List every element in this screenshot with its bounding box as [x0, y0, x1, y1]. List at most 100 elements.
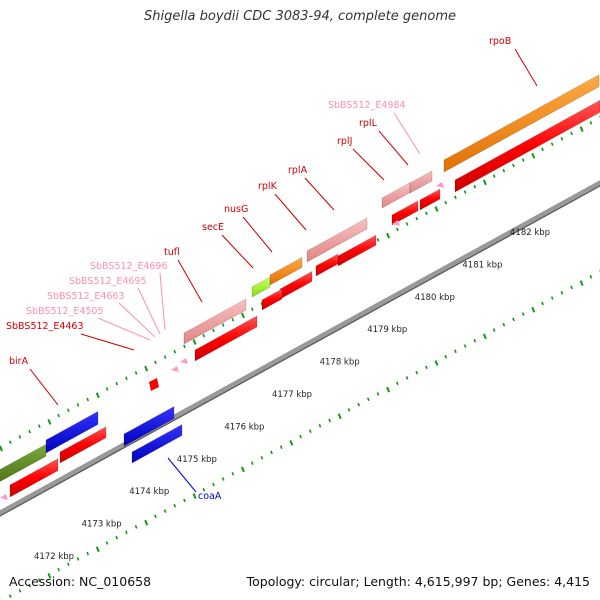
gene-label-leader: [159, 272, 166, 331]
tick-mark: [105, 387, 109, 391]
gene-rplL-bar-top: [410, 167, 438, 183]
tick-mark: [357, 402, 361, 407]
tick-mark: [299, 434, 302, 439]
tick-mark: [192, 493, 197, 499]
tick-mark: [144, 519, 149, 526]
gene-rplJ-bar-top: [382, 179, 416, 198]
gene-rplJ-bar: [381, 182, 411, 209]
tick-mark: [154, 514, 157, 519]
tick-mark: [482, 333, 487, 340]
gene-label: SbBS512_E4463: [6, 321, 84, 332]
tick-mark: [95, 392, 100, 399]
tick-mark: [192, 339, 197, 345]
gene-label-leader: [514, 48, 538, 87]
gene-lower-bar-top: [338, 232, 382, 256]
tick-mark: [134, 525, 138, 529]
tick-mark: [86, 551, 90, 556]
gene-label-leader: [352, 148, 385, 181]
gene-lower-bar-top: [392, 197, 424, 215]
tick-mark: [386, 232, 391, 239]
tick-mark: [425, 365, 428, 370]
gene-label: SbBS512_E4505: [26, 306, 104, 317]
gene-rpoB-bar: [443, 74, 600, 173]
map-title: Shigella boydii CDC 3083-94, complete ge…: [143, 9, 457, 24]
tick-mark: [250, 461, 254, 465]
tick-mark: [241, 466, 245, 473]
tick-mark: [492, 328, 496, 332]
tick-mark: [521, 158, 525, 162]
gene-label-leader: [80, 333, 135, 351]
tick-mark: [125, 376, 128, 381]
tick-mark: [347, 408, 351, 412]
tick-mark: [231, 471, 235, 476]
tick-mark: [221, 477, 225, 481]
small-feature-marker: [171, 366, 179, 372]
tick-mark: [66, 408, 70, 413]
gene-coaA-bar-top: [132, 421, 188, 452]
gene-label-leader: [378, 130, 409, 166]
tick-mark: [115, 381, 119, 386]
tick-mark: [550, 296, 554, 300]
gene-label: SbBS512_E4696: [90, 261, 168, 272]
tick-mark: [405, 376, 409, 380]
tick-mark: [328, 418, 331, 423]
tick-mark: [396, 227, 399, 232]
tick-mark: [183, 344, 186, 349]
tick-mark: [212, 328, 215, 333]
tick-mark: [473, 338, 477, 343]
gene-label-leader: [167, 457, 197, 493]
tick-mark: [18, 589, 22, 593]
tick-mark: [8, 440, 12, 444]
gene-tufA-bar-top: [184, 295, 252, 333]
tick-mark: [183, 498, 186, 503]
tick-mark: [8, 594, 12, 598]
tick-mark: [521, 312, 525, 316]
tick-mark: [125, 530, 128, 535]
tick-mark: [366, 397, 370, 402]
gene-lower-bar-top: [10, 455, 64, 485]
gene-lower-bar-top: [195, 312, 263, 350]
tick-mark: [415, 370, 419, 375]
gene-secE-bar-top: [252, 274, 276, 287]
tick-mark: [541, 301, 544, 306]
gene-features: [0, 74, 600, 500]
tick-mark: [308, 429, 312, 433]
gene-lower-bar: [9, 458, 59, 498]
tick-mark: [95, 546, 100, 553]
gene-label-leader: [274, 193, 307, 231]
gene-label-leader: [177, 259, 203, 303]
gene-lower-bar: [315, 253, 339, 277]
tick-mark: [492, 174, 496, 178]
gene-label-leader: [118, 302, 156, 338]
tick-mark: [86, 397, 90, 402]
tick-mark: [512, 317, 515, 322]
scale-label: 4173 kbp: [82, 520, 122, 530]
gene-olive-bar-top: [0, 441, 52, 470]
tick-mark: [105, 541, 109, 545]
scale-label: 4178 kbp: [320, 358, 360, 368]
gene-tufA-bar: [183, 298, 247, 345]
tick-mark: [173, 349, 177, 354]
tick-mark: [512, 163, 515, 168]
gene-label-leader: [29, 368, 59, 406]
tick-mark: [396, 381, 399, 386]
tick-mark: [18, 435, 22, 439]
tick-mark: [560, 136, 564, 141]
tick-mark: [163, 355, 167, 359]
tick-mark: [76, 557, 80, 561]
gene-label-leader: [393, 112, 421, 155]
tick-mark: [154, 360, 157, 365]
tick-mark: [212, 482, 215, 487]
tick-mark: [144, 365, 149, 372]
tick-mark: [37, 424, 41, 429]
tick-mark: [454, 195, 457, 200]
gene-label: coaA: [198, 491, 222, 502]
gene-rplA-bar: [306, 217, 368, 263]
gene-label-leader: [304, 177, 335, 211]
tick-mark: [376, 392, 380, 396]
tick-mark: [289, 439, 294, 446]
gene-coaA-bar: [131, 423, 183, 464]
gene-lower-bar: [59, 426, 107, 464]
gene-rpoB-lower-bar: [454, 99, 600, 193]
